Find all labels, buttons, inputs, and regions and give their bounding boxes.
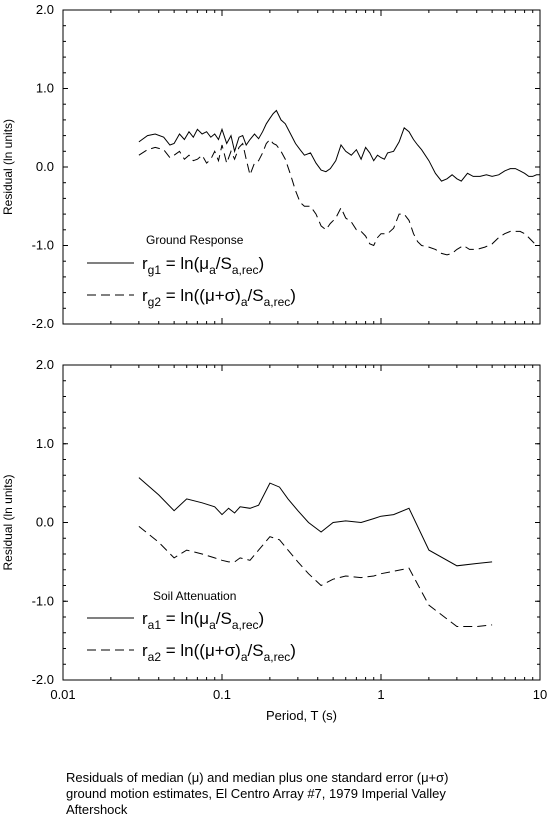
y-tick-label: -1.0: [32, 593, 54, 608]
caption-line-1: Residuals of median (μ) and median plus …: [66, 770, 449, 785]
series-line-rg1: [138, 109, 540, 182]
y-tick-label: 2.0: [36, 2, 54, 17]
x-tick-label: 0.01: [50, 687, 75, 702]
y-axis-label: Residual (ln units): [1, 119, 15, 215]
caption-line-2: ground motion estimates, El Centro Array…: [66, 786, 446, 801]
y-tick-label: -2.0: [32, 316, 54, 331]
y-tick-label: 2.0: [36, 357, 54, 372]
y-tick-label: -2.0: [32, 672, 54, 687]
bottom-panel-soil-attenuation: 2.0 1.0 0.0 -1.0 -2.00.01 0.1 1 10 Residual (ln …: [1, 357, 547, 723]
y-tick-label: 1.0: [36, 81, 54, 96]
figure-caption: Residuals of median (μ) and median plus …: [66, 770, 536, 818]
series-line-rg2: [138, 138, 540, 256]
y-tick-label: -1.0: [32, 238, 54, 253]
plot-frame: [62, 9, 541, 325]
series-line-ra2: [138, 526, 493, 627]
x-tick-label: 10: [533, 687, 547, 702]
y-axis-label: Residual (ln units): [1, 474, 15, 570]
caption-line-3: Aftershock: [66, 802, 128, 817]
x-tick-label: 1: [377, 687, 384, 702]
legend-label-rg2: rg2 = ln((μ+σ)a/Sa,rec): [142, 286, 296, 309]
y-tick-label: 0.0: [36, 515, 54, 530]
plot-frame: [62, 364, 541, 681]
series-line-ra1: [138, 477, 493, 567]
legend-label-ra1: ra1 = ln(μa/Sa,rec): [142, 609, 264, 632]
panel-annotation: Ground Response: [146, 233, 244, 247]
legend-label-rg1: rg1 = ln(μa/Sa,rec): [142, 254, 264, 277]
top-panel-ground-response: 2.0 1.0 0.0 -1.0 -2.0 Residual (ln units) Grou…: [1, 2, 541, 331]
y-tick-label: 0.0: [36, 159, 54, 174]
y-tick-label: 1.0: [36, 436, 54, 451]
panel-annotation: Soil Attenuation: [153, 589, 236, 603]
x-tick-label: 0.1: [213, 687, 231, 702]
legend-label-ra2: ra2 = ln((μ+σ)a/Sa,rec): [142, 641, 296, 664]
x-axis-label: Period, T (s): [266, 708, 337, 723]
